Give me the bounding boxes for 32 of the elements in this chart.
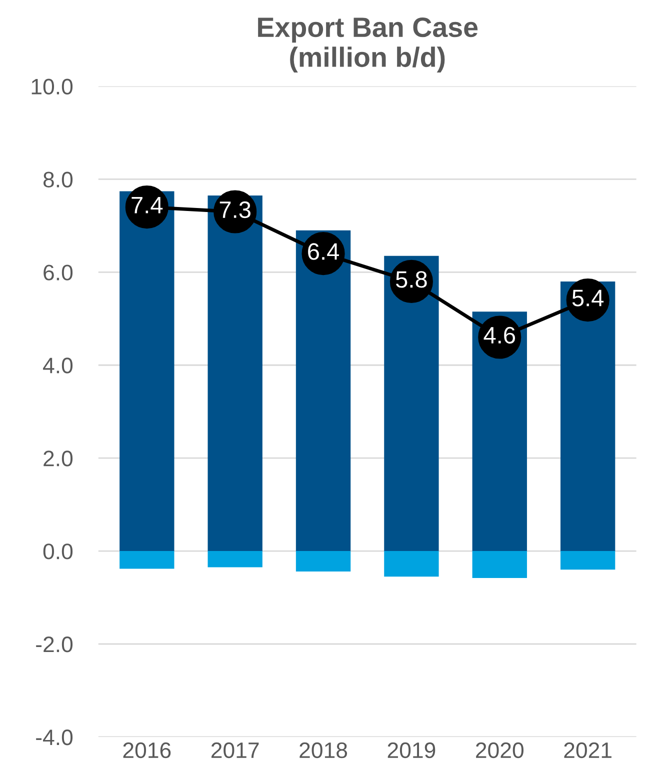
bar <box>208 195 262 552</box>
data-label: 7.4 <box>132 196 163 214</box>
y-tick-label: 4.0 <box>43 358 73 374</box>
y-tick-label: -4.0 <box>36 729 73 746</box>
chart-title: Export Ban Case (million b/d) <box>258 17 478 73</box>
y-tick-label: 6.0 <box>44 264 73 280</box>
bar <box>296 230 351 552</box>
data-label: 4.6 <box>484 326 516 344</box>
y-tick-label: -2.0 <box>36 636 73 652</box>
data-label: 6.4 <box>308 243 339 260</box>
x-tick-label: 2018 <box>300 742 348 758</box>
bar <box>560 281 616 552</box>
bar <box>560 551 616 570</box>
bar <box>472 551 527 578</box>
data-label: 7.3 <box>220 201 250 218</box>
data-label: 5.4 <box>572 290 604 306</box>
x-tick-label: 2016 <box>123 742 171 758</box>
bar <box>120 551 174 569</box>
y-tick-label: 8.0 <box>43 172 73 188</box>
x-tick-label: 2017 <box>211 742 259 758</box>
x-tick-label: 2019 <box>388 742 436 758</box>
bar <box>120 191 174 552</box>
bar <box>296 551 351 572</box>
y-tick-label: 10.0 <box>32 78 73 95</box>
data-label: 5.8 <box>396 271 427 288</box>
bar <box>208 551 262 568</box>
y-tick-label: 2.0 <box>44 450 73 466</box>
x-tick-label: 2020 <box>476 742 524 758</box>
bar <box>384 551 439 577</box>
y-tick-label: 0.0 <box>43 544 73 560</box>
bar <box>384 256 439 552</box>
x-tick-label: 2021 <box>564 742 612 758</box>
